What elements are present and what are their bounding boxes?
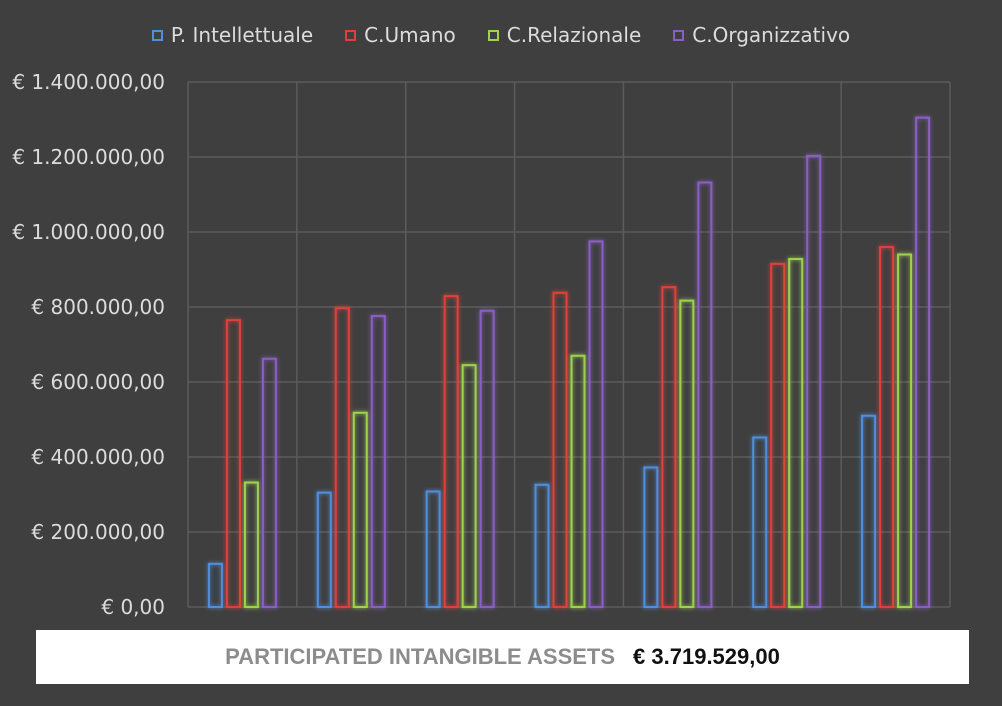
bar: [352, 411, 368, 608]
total-value: € 3.719.529,00: [633, 644, 780, 669]
legend-swatch: [487, 29, 499, 41]
bar: [225, 319, 241, 608]
legend-item: C.Relazionale: [487, 23, 642, 47]
bar: [570, 354, 586, 608]
bar: [661, 286, 677, 608]
grid-lines: [187, 81, 951, 608]
bar: [370, 315, 386, 608]
legend-label: C.Organizzativo: [692, 23, 851, 47]
total-summary-box: PARTICIPATED INTANGIBLE ASSETS € 3.719.5…: [36, 630, 969, 684]
y-tick-label: € 600.000,00: [31, 370, 165, 394]
bar: [261, 357, 277, 608]
y-tick-label: € 400.000,00: [31, 445, 165, 469]
legend-swatch: [151, 29, 163, 41]
y-tick-label: € 800.000,00: [31, 295, 165, 319]
legend-swatch: [673, 29, 685, 41]
legend-item: P. Intellettuale: [151, 23, 314, 47]
bar: [643, 466, 659, 608]
bar: [788, 258, 804, 608]
bar: [425, 490, 441, 608]
chart-legend: P. Intellettuale C.Umano C.Relazionale C.Or…: [0, 18, 1002, 52]
bar: [879, 246, 895, 608]
bar: [588, 240, 604, 608]
bar: [806, 154, 822, 608]
y-tick-label: € 1.400.000,00: [12, 70, 165, 94]
y-tick-label: € 1.000.000,00: [12, 220, 165, 244]
legend-item: C.Umano: [345, 23, 456, 47]
legend-swatch: [345, 29, 357, 41]
bar: [207, 562, 223, 608]
y-tick-label: € 1.200.000,00: [12, 145, 165, 169]
bar: [479, 309, 495, 608]
y-tick-label: € 0,00: [101, 595, 165, 619]
bar: [334, 307, 350, 608]
bar: [243, 481, 259, 608]
legend-label: C.Relazionale: [506, 23, 642, 47]
bar: [697, 181, 713, 608]
bar: [861, 414, 877, 608]
bar: [552, 291, 568, 608]
bar: [915, 116, 931, 608]
bar: [897, 253, 913, 608]
legend-item: C.Organizzativo: [673, 23, 850, 47]
y-axis: € 0,00 € 200.000,00 € 400.000,00 € 600.000,…: [12, 70, 165, 619]
total-label: PARTICIPATED INTANGIBLE ASSETS: [225, 644, 616, 669]
legend-label: C.Umano: [364, 23, 456, 47]
bar: [770, 262, 786, 608]
bar: [534, 483, 550, 608]
bar: [316, 491, 332, 608]
bar: [443, 295, 459, 608]
bar: [461, 364, 477, 608]
legend-label: P. Intellettuale: [170, 23, 314, 47]
y-tick-label: € 200.000,00: [31, 520, 165, 544]
bar: [752, 436, 768, 608]
bar: [679, 299, 695, 608]
bars: [207, 116, 931, 608]
